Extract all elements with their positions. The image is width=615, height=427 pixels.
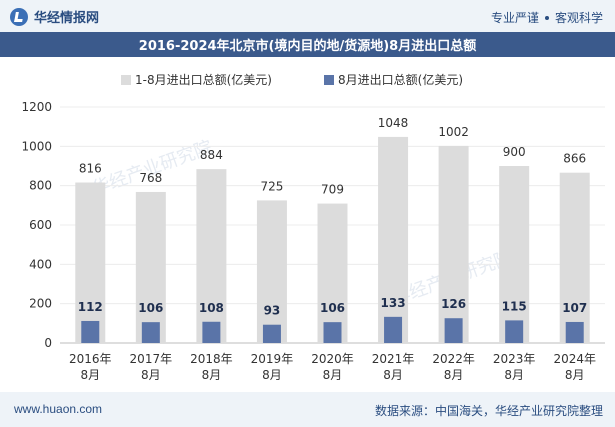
brand-name: 华经情报网 bbox=[34, 10, 100, 25]
x-tick-label: 2018年 bbox=[190, 352, 233, 366]
x-tick-label: 2016年 bbox=[69, 352, 112, 366]
bar-monthly bbox=[202, 321, 221, 343]
brand-logo[interactable]: 华经情报网 bbox=[10, 7, 99, 26]
legend-swatch-cumulative bbox=[121, 75, 131, 85]
data-label-cumulative: 709 bbox=[321, 183, 344, 197]
data-label-cumulative: 884 bbox=[200, 148, 223, 162]
x-tick-label: 2022年 bbox=[432, 352, 475, 366]
x-tick-label: 2017年 bbox=[130, 352, 173, 366]
title-bar: 2016-2024年北京市(境内目的地/货源地)8月进出口总额 bbox=[0, 32, 615, 57]
bar-monthly bbox=[565, 321, 584, 343]
data-label-monthly: 108 bbox=[199, 301, 224, 315]
x-tick-label: 8月 bbox=[262, 368, 282, 382]
y-tick-label: 400 bbox=[29, 257, 52, 271]
data-label-cumulative: 1002 bbox=[438, 125, 469, 139]
y-axis: 0 200 400 600 800 1000 1200 bbox=[21, 100, 52, 350]
x-tick-label: 2020年 bbox=[311, 352, 354, 366]
data-label-monthly: 112 bbox=[78, 300, 103, 314]
legend-label-monthly: 8月进出口总额(亿美元) bbox=[338, 72, 463, 87]
y-tick-label: 1000 bbox=[21, 139, 52, 153]
bar-monthly bbox=[384, 316, 403, 343]
slogan-left: 专业严谨 bbox=[490, 11, 539, 25]
x-tick-label: 8月 bbox=[80, 368, 100, 382]
bar-chart: 1-8月进出口总额(亿美元) 8月进出口总额(亿美元) 华经产业研究院 华经产业… bbox=[21, 72, 605, 382]
data-label-monthly: 115 bbox=[502, 299, 527, 313]
brand-logo-icon bbox=[10, 7, 28, 26]
legend-label-cumulative: 1-8月进出口总额(亿美元) bbox=[135, 72, 272, 87]
bar-cumulative bbox=[75, 182, 106, 343]
y-tick-label: 0 bbox=[44, 336, 52, 350]
bar-cumulative bbox=[499, 166, 530, 343]
bar-monthly bbox=[323, 322, 342, 343]
bar-cumulative bbox=[256, 200, 287, 343]
x-tick-label: 8月 bbox=[323, 368, 343, 382]
x-tick-label: 8月 bbox=[202, 368, 222, 382]
x-tick-label: 2023年 bbox=[493, 352, 536, 366]
bar-monthly bbox=[262, 324, 281, 343]
data-label-cumulative: 866 bbox=[563, 152, 586, 166]
data-label-monthly: 106 bbox=[320, 301, 345, 315]
x-tick-label: 8月 bbox=[444, 368, 464, 382]
data-source: 数据来源：中国海关，华经产业研究院整理 bbox=[374, 404, 603, 418]
y-tick-label: 800 bbox=[29, 179, 52, 193]
bar-monthly bbox=[444, 318, 463, 343]
data-label-cumulative: 725 bbox=[260, 179, 283, 193]
x-tick-label: 8月 bbox=[504, 368, 524, 382]
data-label-monthly: 107 bbox=[562, 301, 587, 315]
y-tick-label: 200 bbox=[29, 297, 52, 311]
chart-title: 2016-2024年北京市(境内目的地/货源地)8月进出口总额 bbox=[138, 39, 477, 54]
bar-monthly bbox=[81, 320, 100, 343]
data-label-monthly: 126 bbox=[441, 297, 466, 311]
slogan-right: 客观科学 bbox=[554, 11, 603, 25]
slogan: 专业严谨 客观科学 bbox=[491, 9, 603, 26]
data-label-monthly: 106 bbox=[138, 301, 163, 315]
top-bar: 华经情报网 专业严谨 客观科学 bbox=[0, 0, 615, 32]
x-tick-label: 2024年 bbox=[553, 352, 596, 366]
website-link[interactable]: www.huaon.com bbox=[14, 402, 103, 416]
bar-cumulative bbox=[135, 191, 166, 343]
bar-cumulative bbox=[378, 136, 409, 343]
legend-swatch-monthly bbox=[324, 75, 334, 85]
x-axis: 2016年 8月 2017年 8月 2018年 8月 2019年 8月 2020年 8月 2021年… bbox=[69, 352, 596, 382]
y-tick-label: 1200 bbox=[21, 100, 52, 114]
data-label-cumulative: 900 bbox=[503, 145, 526, 159]
bar-cumulative bbox=[438, 145, 469, 343]
bars: 816 112 768 106 884 108 725 93 709 106 1048 133 1002… bbox=[75, 116, 590, 343]
bar-monthly bbox=[141, 322, 160, 343]
y-tick-label: 600 bbox=[29, 218, 52, 232]
x-tick-label: 2021年 bbox=[372, 352, 415, 366]
x-tick-label: 8月 bbox=[383, 368, 403, 382]
footer: www.huaon.com 数据来源：中国海关，华经产业研究院整理 bbox=[0, 392, 615, 427]
bar-cumulative bbox=[317, 203, 348, 343]
bar-monthly bbox=[505, 320, 524, 343]
bar-cumulative bbox=[559, 172, 590, 343]
x-tick-label: 8月 bbox=[141, 368, 161, 382]
data-label-cumulative: 1048 bbox=[378, 116, 409, 130]
slogan-dot-icon bbox=[544, 15, 549, 20]
x-tick-label: 2019年 bbox=[251, 352, 294, 366]
data-label-monthly: 133 bbox=[381, 296, 406, 310]
x-tick-label: 8月 bbox=[565, 368, 585, 382]
data-label-monthly: 93 bbox=[264, 304, 281, 318]
legend: 1-8月进出口总额(亿美元) 8月进出口总额(亿美元) bbox=[121, 72, 463, 87]
bar-cumulative bbox=[196, 169, 227, 343]
data-label-cumulative: 768 bbox=[139, 171, 162, 185]
data-label-cumulative: 816 bbox=[79, 162, 102, 176]
